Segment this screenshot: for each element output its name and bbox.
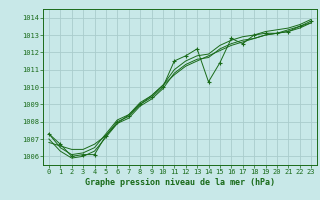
X-axis label: Graphe pression niveau de la mer (hPa): Graphe pression niveau de la mer (hPa) (85, 178, 275, 187)
